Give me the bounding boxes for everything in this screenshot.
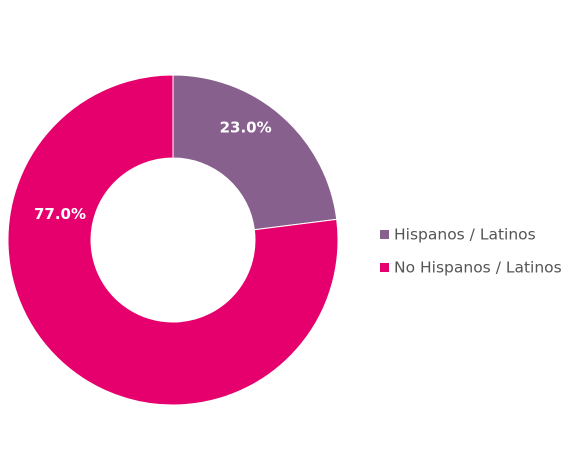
slice-label-hispanos-latinos: 23.0% (220, 118, 272, 136)
legend-swatch (380, 230, 389, 239)
slice-no-hispanos-latinos (7, 74, 339, 406)
slice-label-no-hispanos-latinos: 77.0% (34, 205, 86, 223)
legend-item-hispanos-latinos: Hispanos / Latinos (380, 226, 536, 244)
slice-labels: 23.0% 77.0% (34, 118, 272, 223)
legend: Hispanos / Latinos No Hispanos / Latinos (380, 226, 562, 277)
legend-swatch (380, 263, 389, 272)
legend-label: Hispanos / Latinos (394, 226, 536, 244)
legend-label: No Hispanos / Latinos (394, 259, 562, 277)
donut-slices (7, 74, 339, 406)
slice-hispanos-latinos (172, 74, 338, 231)
legend-item-no-hispanos-latinos: No Hispanos / Latinos (380, 259, 562, 277)
